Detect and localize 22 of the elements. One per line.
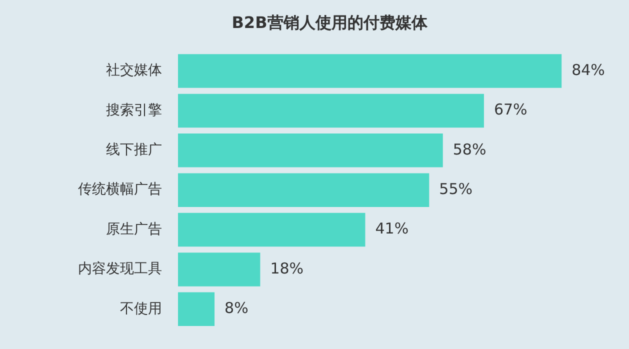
data-label: 8% — [224, 299, 248, 318]
data-label: 58% — [452, 140, 486, 158]
data-label: 67% — [494, 100, 528, 119]
y-tick-label: 搜索引擎 — [106, 102, 162, 118]
bar — [178, 252, 260, 286]
bar — [178, 173, 430, 207]
y-tick-label: 不使用 — [120, 300, 162, 317]
chart-title: B2B营销人使用的付费媒体 — [232, 12, 428, 32]
bar — [178, 292, 215, 326]
data-label: 18% — [270, 259, 304, 278]
bar — [178, 94, 484, 128]
y-tick-label: 社交媒体 — [106, 62, 162, 79]
data-label: 84% — [572, 60, 605, 79]
bar — [178, 212, 366, 247]
data-label: 55% — [439, 180, 473, 198]
y-tick-label: 线下推广 — [106, 142, 162, 158]
bar — [178, 54, 562, 88]
y-tick-label: 传统横幅广告 — [78, 182, 162, 198]
data-label: 41% — [375, 220, 409, 238]
y-tick-label: 内容发现工具 — [78, 261, 162, 278]
y-tick-label: 原生广告 — [106, 221, 162, 238]
bar — [178, 134, 443, 168]
